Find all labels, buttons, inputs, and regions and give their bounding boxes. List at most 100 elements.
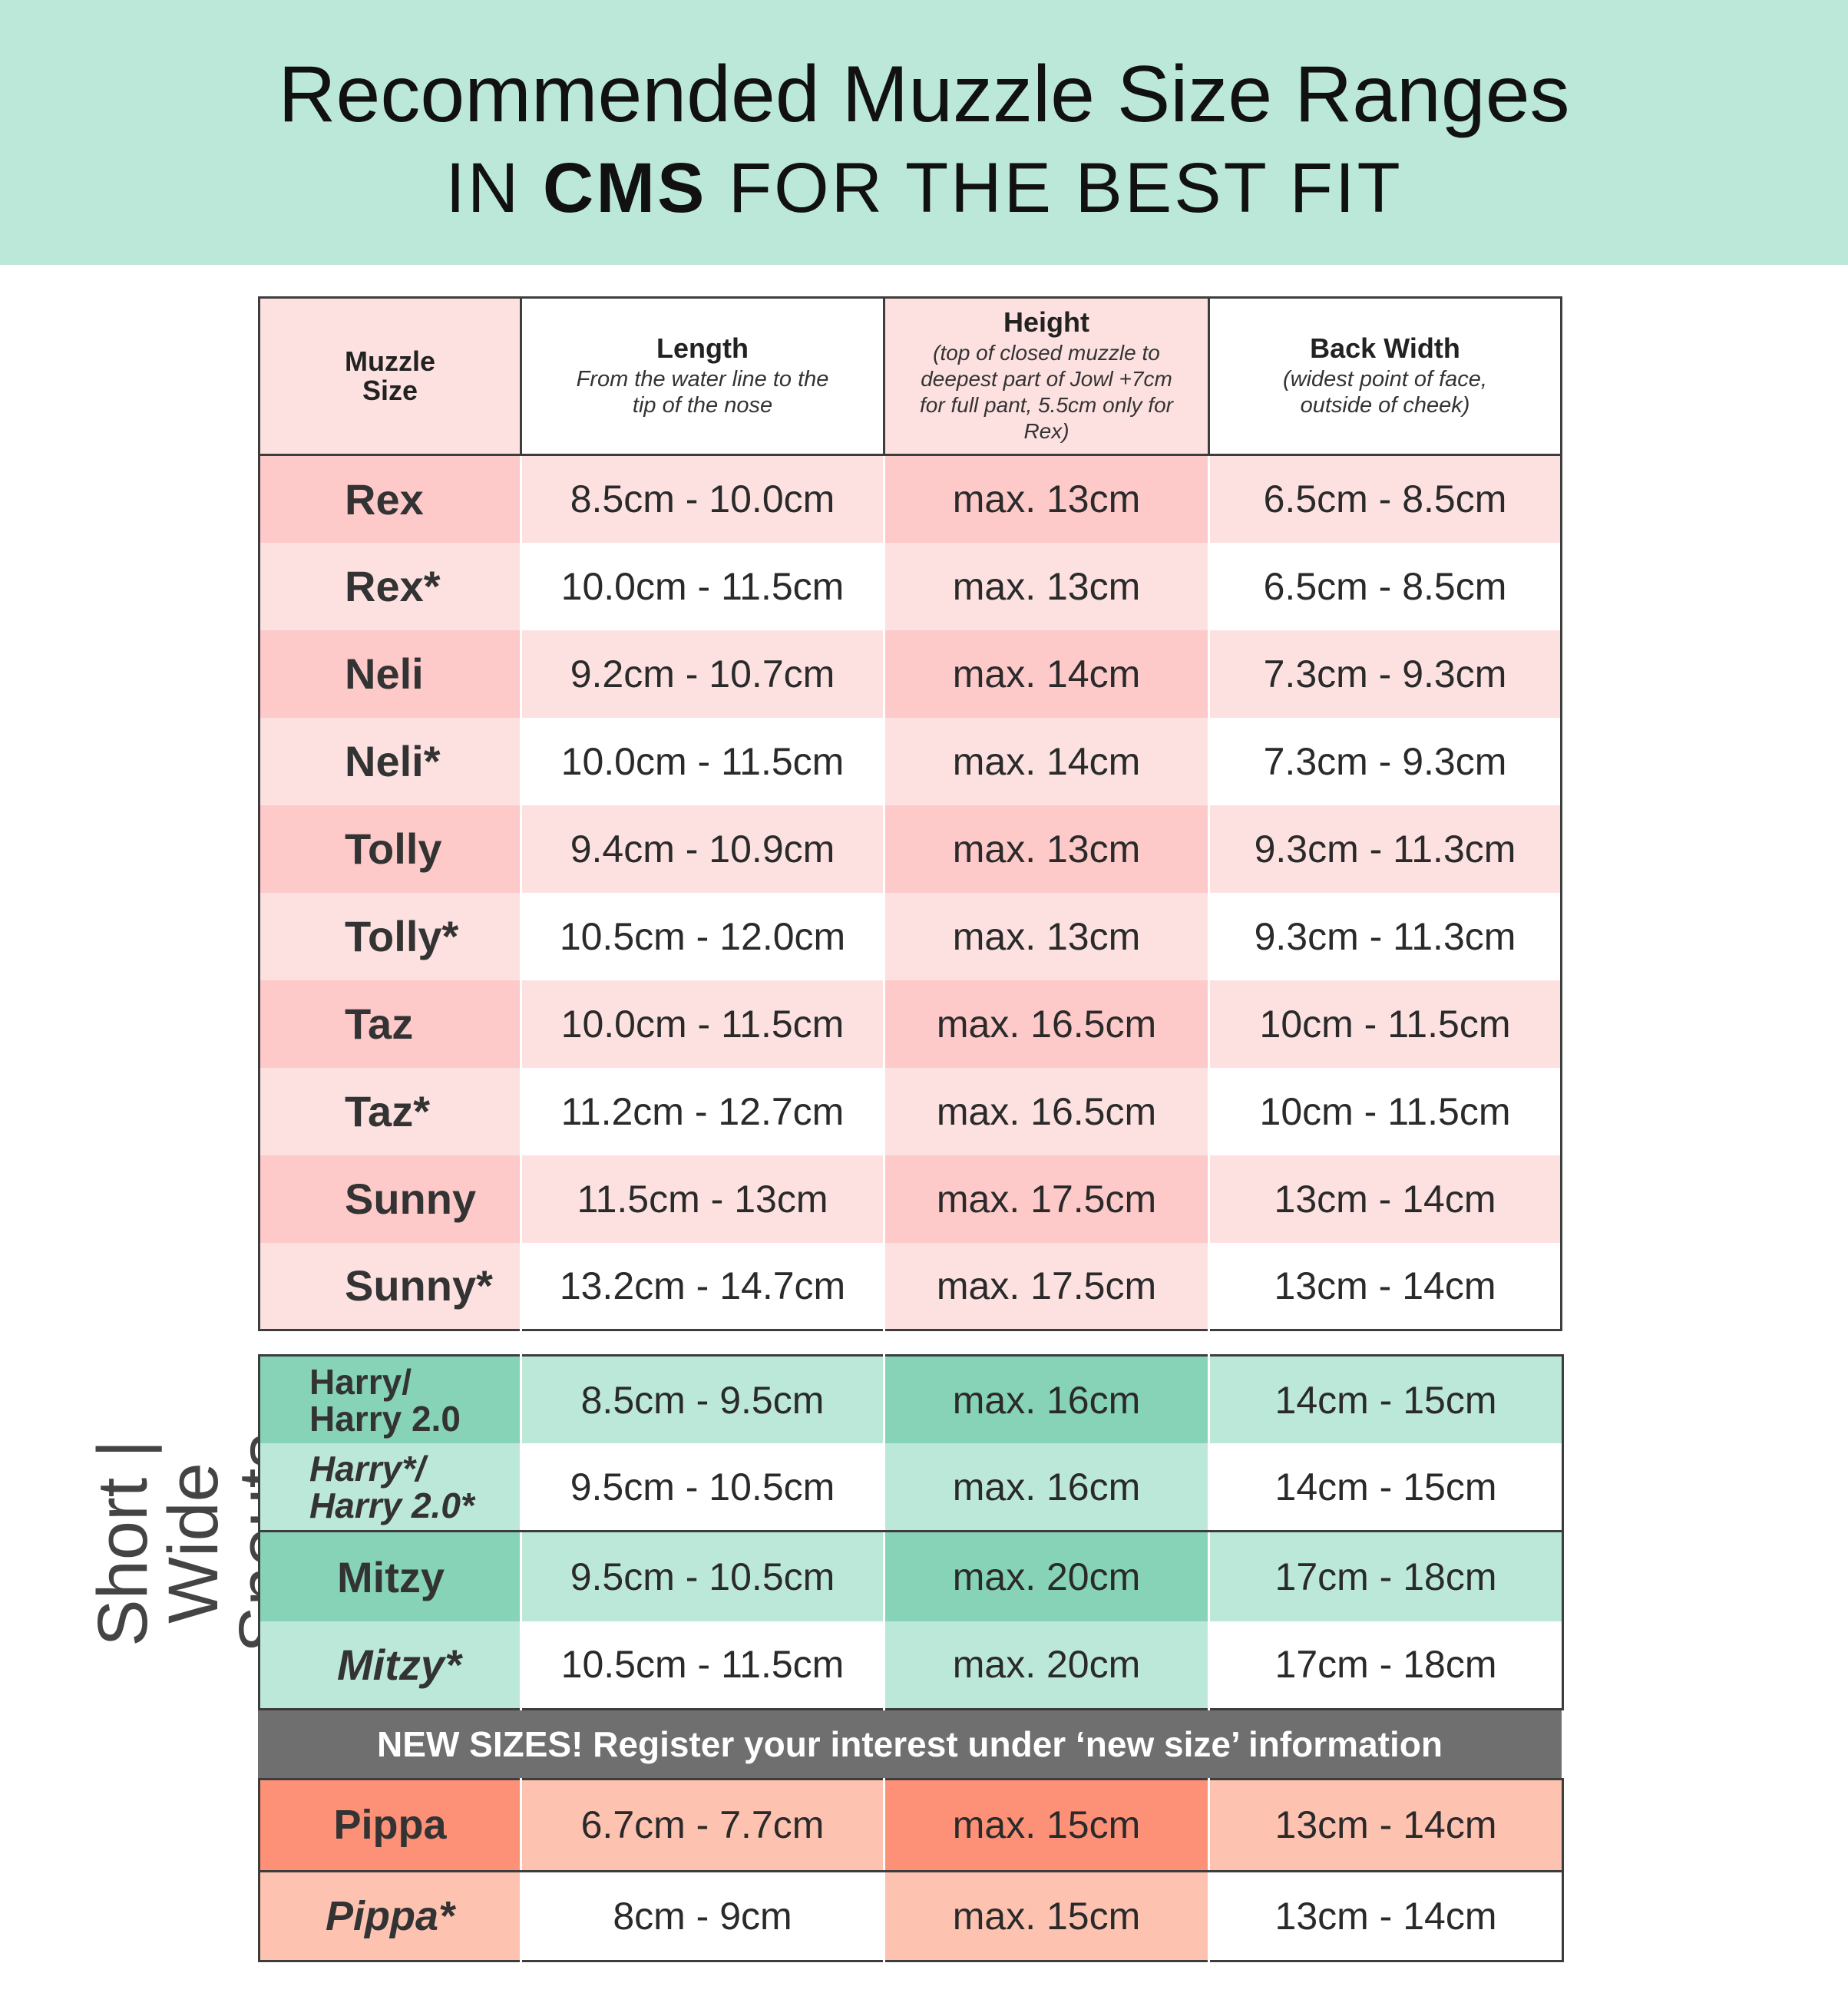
length-cell: 10.0cm - 11.5cm bbox=[521, 980, 885, 1068]
header-title: Back Width bbox=[1310, 332, 1460, 364]
header-note: (top of closed muzzle to deepest part of… bbox=[920, 341, 1173, 443]
table-row: Rex 8.5cm - 10.0cm max. 13cm 6.5cm - 8.5cm bbox=[259, 454, 1562, 543]
height-cell: max. 14cm bbox=[884, 717, 1210, 805]
subtitle-suffix: FOR THE BEST FIT bbox=[728, 149, 1403, 227]
size-name-line1: Harry/ bbox=[309, 1361, 412, 1402]
page-title: Recommended Muzzle Size Ranges bbox=[278, 50, 1570, 139]
subtitle-prefix: IN bbox=[445, 149, 521, 227]
header-note: (widest point of face, outside of cheek) bbox=[1283, 367, 1487, 418]
table-row: Sunny* 13.2cm - 14.7cm max. 17.5cm 13cm - 1… bbox=[259, 1242, 1562, 1330]
width-cell: 13cm - 14cm bbox=[1208, 1242, 1562, 1330]
width-cell: 7.3cm - 9.3cm bbox=[1208, 630, 1562, 718]
length-cell: 8cm - 9cm bbox=[521, 1871, 885, 1961]
header-title: Height bbox=[1003, 306, 1089, 338]
height-cell: max. 16cm bbox=[884, 1355, 1210, 1444]
size-name-cell: Rex* bbox=[259, 542, 522, 630]
table-row: Tolly* 10.5cm - 12.0cm max. 13cm 9.3cm - 11… bbox=[259, 892, 1562, 980]
size-name-cell: Sunny bbox=[259, 1155, 522, 1243]
table-row: Neli 9.2cm - 10.7cm max. 14cm 7.3cm - 9.3cm bbox=[259, 630, 1562, 718]
size-name-cell: Taz* bbox=[259, 1067, 522, 1155]
height-cell: max. 16cm bbox=[884, 1443, 1210, 1533]
length-cell: 10.5cm - 11.5cm bbox=[521, 1621, 885, 1710]
height-cell: max. 20cm bbox=[884, 1621, 1210, 1710]
width-cell: 6.5cm - 8.5cm bbox=[1208, 542, 1562, 630]
table-row: Taz 10.0cm - 11.5cm max. 16.5cm 10cm - 11.5… bbox=[259, 980, 1562, 1068]
size-table-standard: Muzzle Size Length From the water line to… bbox=[258, 296, 1562, 1331]
new-sizes-banner: NEW SIZES! Register your interest under … bbox=[258, 1710, 1562, 1778]
length-cell: 13.2cm - 14.7cm bbox=[521, 1242, 885, 1330]
header-back-width: Back Width (widest point of face, outsid… bbox=[1208, 297, 1562, 456]
table-header-row: Muzzle Size Length From the water line to… bbox=[259, 297, 1562, 456]
height-cell: max. 15cm bbox=[884, 1871, 1210, 1961]
length-cell: 9.4cm - 10.9cm bbox=[521, 805, 885, 893]
height-cell: max. 16.5cm bbox=[884, 1067, 1210, 1155]
table-row: Harry/ Harry 2.0 8.5cm - 9.5cm max. 16cm… bbox=[259, 1355, 1563, 1444]
width-cell: 13cm - 14cm bbox=[1208, 1779, 1563, 1872]
size-name-cell: Sunny* bbox=[259, 1242, 522, 1330]
page-header: Recommended Muzzle Size Ranges IN CMS FO… bbox=[0, 0, 1848, 265]
width-cell: 17cm - 18cm bbox=[1208, 1621, 1563, 1710]
table-row: Mitzy 9.5cm - 10.5cm max. 20cm 17cm - 18… bbox=[259, 1531, 1563, 1621]
table-row: Tolly 9.4cm - 10.9cm max. 13cm 9.3cm - 11.3… bbox=[259, 805, 1562, 893]
length-cell: 11.2cm - 12.7cm bbox=[521, 1067, 885, 1155]
size-table-new: Pippa 6.7cm - 7.7cm max. 15cm 13cm - 14c… bbox=[258, 1778, 1564, 1962]
size-name-cell: Harry*/ Harry 2.0* bbox=[259, 1443, 522, 1533]
short-wide-snouts-label: Short | Wide Snouts bbox=[84, 1351, 303, 1735]
size-name-cell: Neli* bbox=[259, 717, 522, 805]
height-cell: max. 14cm bbox=[884, 630, 1210, 718]
size-table-short-wide: Harry/ Harry 2.0 8.5cm - 9.5cm max. 16cm… bbox=[258, 1354, 1564, 1710]
length-cell: 11.5cm - 13cm bbox=[521, 1155, 885, 1243]
width-cell: 13cm - 14cm bbox=[1208, 1871, 1563, 1961]
size-name-cell: Mitzy bbox=[259, 1531, 522, 1621]
size-name-cell: Tolly* bbox=[259, 892, 522, 980]
height-cell: max. 20cm bbox=[884, 1531, 1210, 1621]
header-note: From the water line to the tip of the no… bbox=[576, 367, 829, 418]
table-row: Neli* 10.0cm - 11.5cm max. 14cm 7.3cm - 9.3… bbox=[259, 717, 1562, 805]
header-title: Length bbox=[656, 332, 749, 364]
table-row: Mitzy* 10.5cm - 11.5cm max. 20cm 17cm - … bbox=[259, 1621, 1563, 1710]
width-cell: 10cm - 11.5cm bbox=[1208, 980, 1562, 1068]
header-height: Height (top of closed muzzle to deepest … bbox=[884, 297, 1210, 456]
height-cell: max. 13cm bbox=[884, 454, 1210, 543]
width-cell: 14cm - 15cm bbox=[1208, 1443, 1563, 1533]
header-length: Length From the water line to the tip of… bbox=[521, 297, 885, 456]
size-name-cell: Taz bbox=[259, 980, 522, 1068]
length-cell: 10.0cm - 11.5cm bbox=[521, 542, 885, 630]
size-name-cell: Mitzy* bbox=[259, 1621, 522, 1710]
size-name-cell: Pippa* bbox=[259, 1871, 522, 1961]
table-row: Rex* 10.0cm - 11.5cm max. 13cm 6.5cm - 8.5c… bbox=[259, 542, 1562, 630]
size-name-cell: Neli bbox=[259, 630, 522, 718]
length-cell: 8.5cm - 10.0cm bbox=[521, 454, 885, 543]
width-cell: 6.5cm - 8.5cm bbox=[1208, 454, 1562, 543]
header-title: Muzzle Size bbox=[344, 345, 435, 406]
height-cell: max. 17.5cm bbox=[884, 1155, 1210, 1243]
length-cell: 9.5cm - 10.5cm bbox=[521, 1531, 885, 1621]
subtitle-bold: CMS bbox=[542, 149, 707, 227]
table-row: Pippa 6.7cm - 7.7cm max. 15cm 13cm - 14c… bbox=[259, 1779, 1563, 1872]
table-row: Pippa* 8cm - 9cm max. 15cm 13cm - 14cm bbox=[259, 1871, 1563, 1961]
length-cell: 9.2cm - 10.7cm bbox=[521, 630, 885, 718]
length-cell: 10.0cm - 11.5cm bbox=[521, 717, 885, 805]
size-name-cell: Pippa bbox=[259, 1779, 522, 1872]
length-cell: 10.5cm - 12.0cm bbox=[521, 892, 885, 980]
height-cell: max. 16.5cm bbox=[884, 980, 1210, 1068]
size-name-cell: Harry/ Harry 2.0 bbox=[259, 1355, 522, 1444]
width-cell: 9.3cm - 11.3cm bbox=[1208, 805, 1562, 893]
length-cell: 6.7cm - 7.7cm bbox=[521, 1779, 885, 1872]
table-row: Taz* 11.2cm - 12.7cm max. 16.5cm 10cm - 11.… bbox=[259, 1067, 1562, 1155]
height-cell: max. 15cm bbox=[884, 1779, 1210, 1872]
length-cell: 8.5cm - 9.5cm bbox=[521, 1355, 885, 1444]
length-cell: 9.5cm - 10.5cm bbox=[521, 1443, 885, 1533]
size-name-cell: Tolly bbox=[259, 805, 522, 893]
width-cell: 10cm - 11.5cm bbox=[1208, 1067, 1562, 1155]
size-name-line2: Harry 2.0 bbox=[309, 1398, 461, 1439]
height-cell: max. 13cm bbox=[884, 542, 1210, 630]
height-cell: max. 13cm bbox=[884, 892, 1210, 980]
side-label-line1: Short | Wide bbox=[84, 1439, 233, 1647]
width-cell: 17cm - 18cm bbox=[1208, 1531, 1563, 1621]
size-name-line2: Harry 2.0* bbox=[309, 1485, 474, 1525]
width-cell: 7.3cm - 9.3cm bbox=[1208, 717, 1562, 805]
size-name-line1: Harry*/ bbox=[309, 1448, 425, 1489]
height-cell: max. 17.5cm bbox=[884, 1242, 1210, 1330]
width-cell: 13cm - 14cm bbox=[1208, 1155, 1562, 1243]
